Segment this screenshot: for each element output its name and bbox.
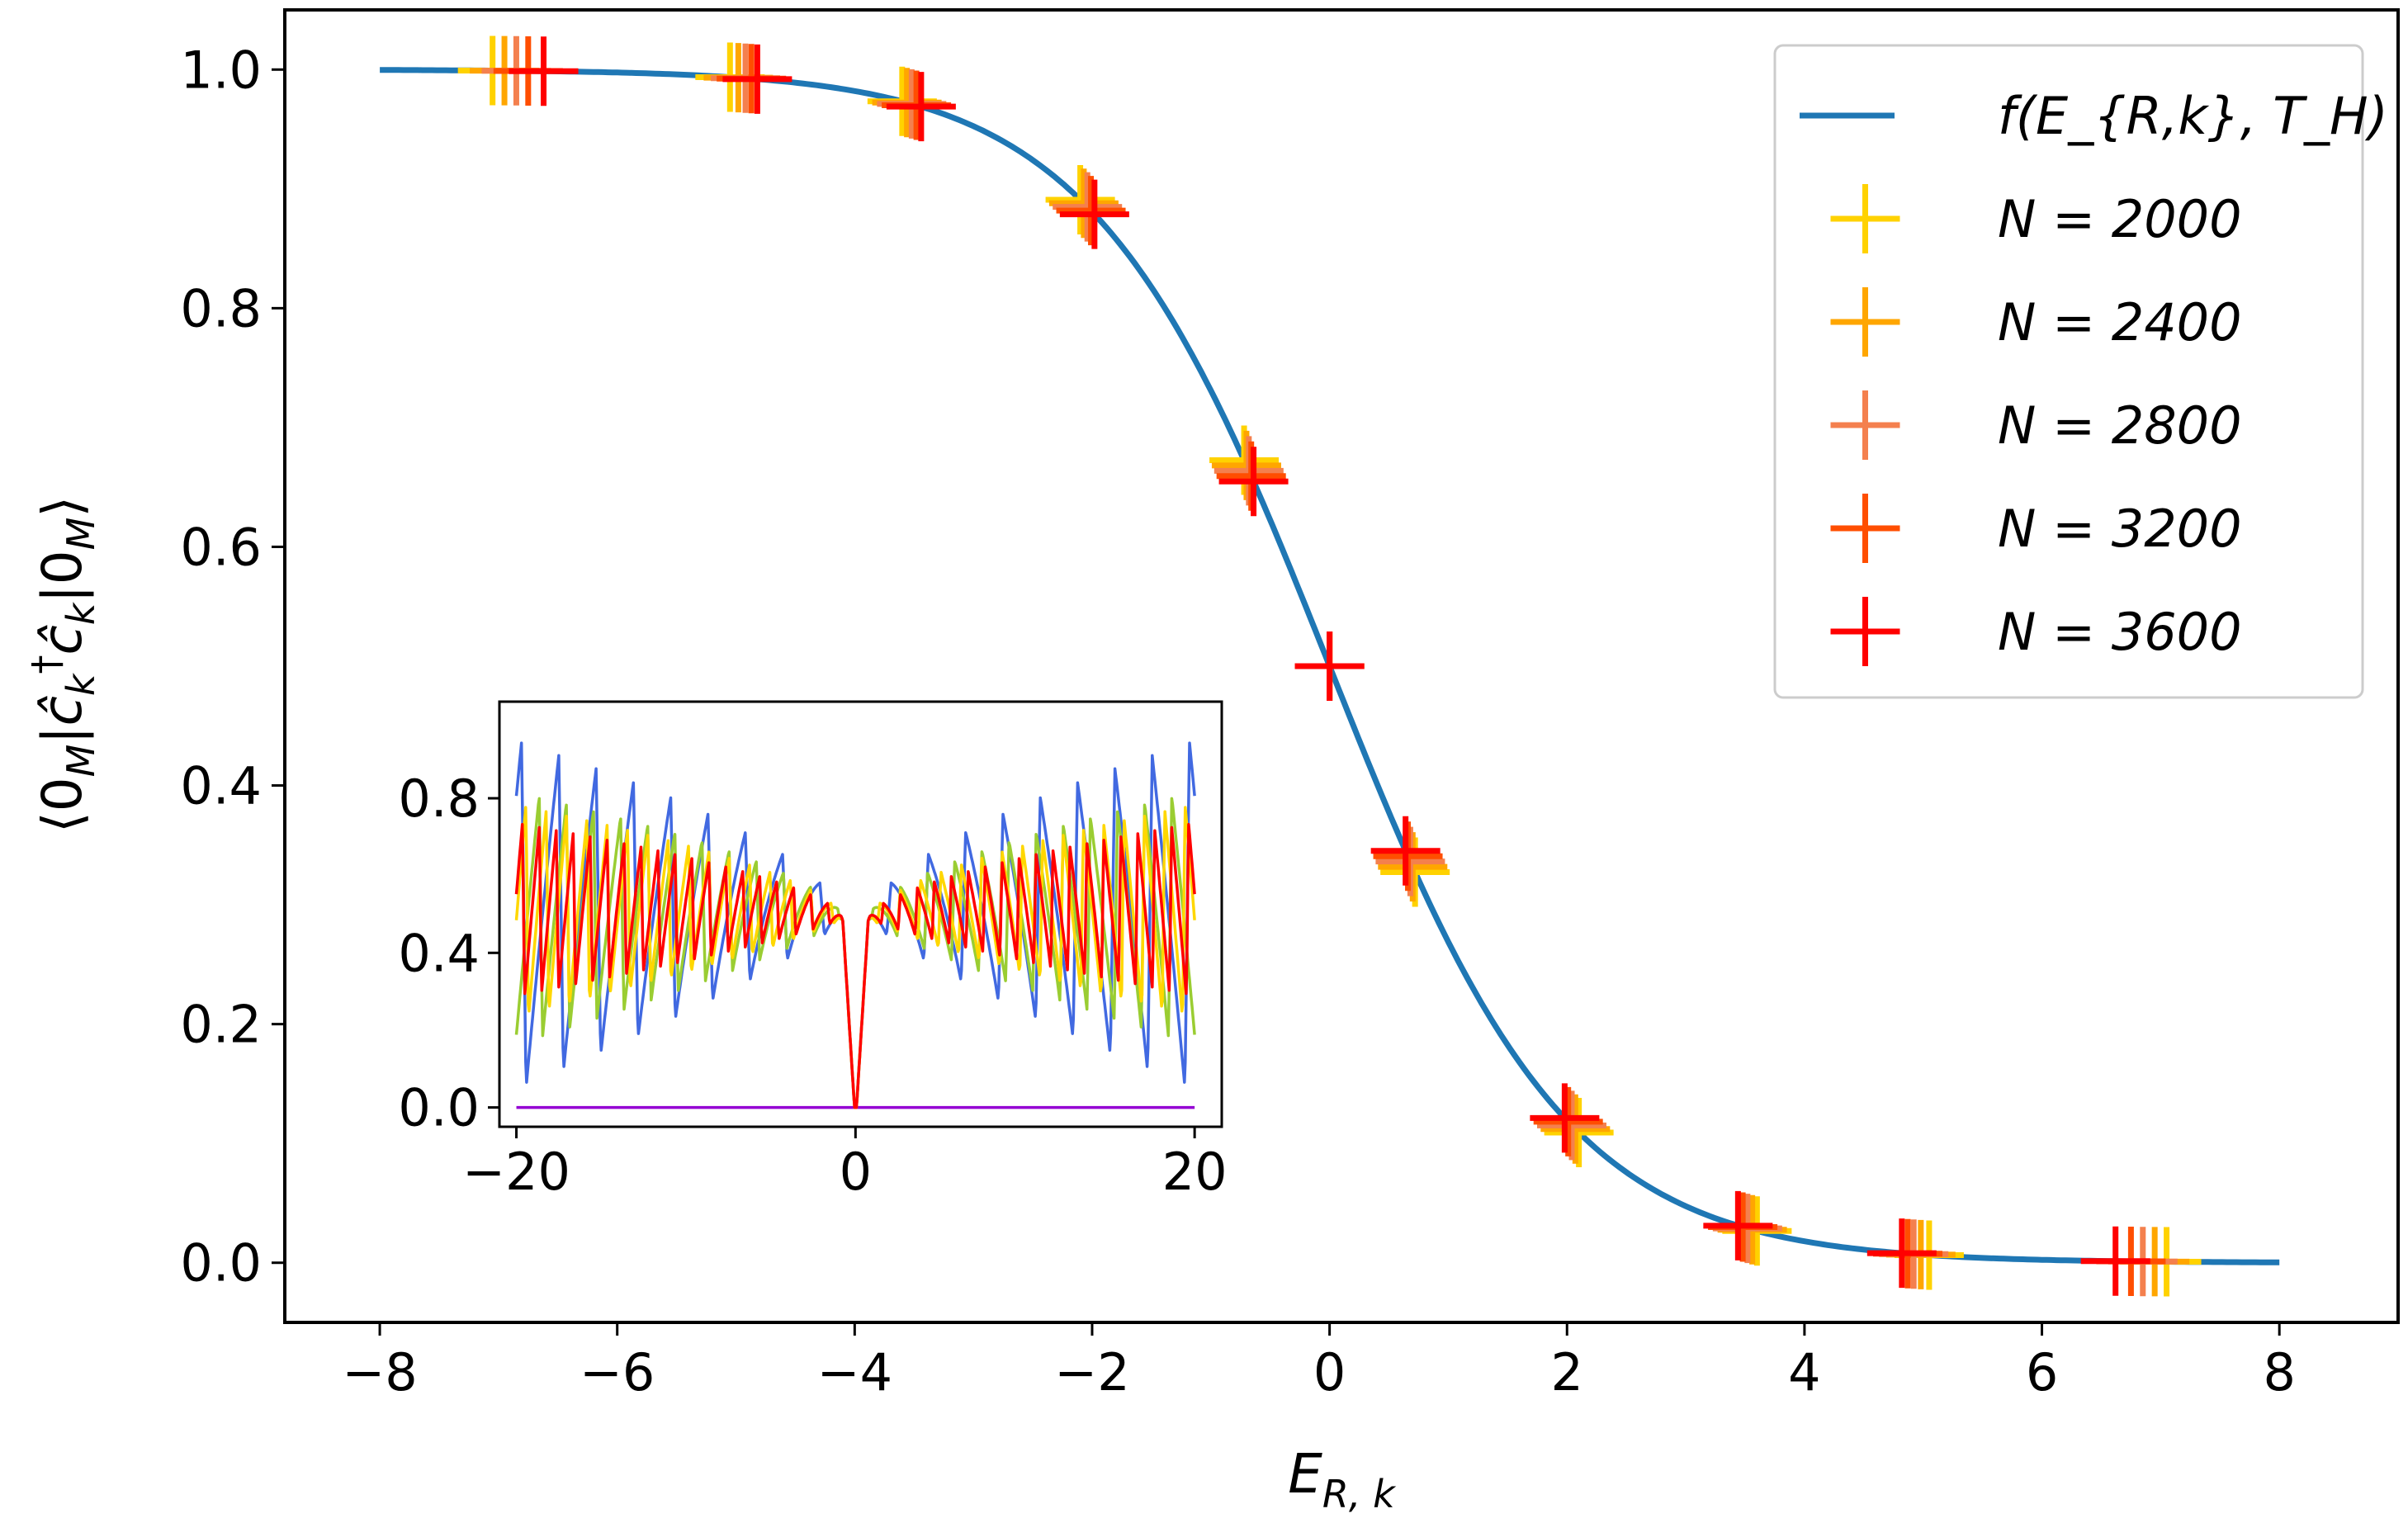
plus-marker	[1533, 1086, 1603, 1156]
legend-plus-swatch	[1830, 287, 1900, 357]
y-tick-label: 0.4	[180, 756, 262, 816]
plus-marker	[509, 36, 579, 106]
inset-axes-frame	[498, 700, 1223, 1128]
legend-label: N = 2000	[1998, 189, 2242, 249]
main-axes-frame	[283, 8, 2400, 1324]
plus-marker	[1544, 1098, 1614, 1168]
y-tick-label: 0.0	[180, 1233, 262, 1294]
y-tick-label: 1.0	[180, 40, 262, 100]
inset-plot-area	[514, 741, 1196, 1109]
plus-marker	[1537, 1090, 1607, 1161]
plus-marker	[1045, 164, 1115, 234]
plus-marker	[1053, 172, 1123, 242]
legend-label: N = 2800	[1998, 395, 2242, 456]
legend-frame	[1773, 44, 2364, 699]
plus-marker	[1218, 447, 1289, 517]
y-tick-label: 0.2	[180, 995, 262, 1055]
x-tick-label: −2	[1054, 1342, 1129, 1402]
plus-marker	[1530, 1083, 1600, 1153]
y-tick-label: 0.8	[180, 278, 262, 338]
legend-label: N = 2400	[1998, 292, 2242, 352]
plus-marker	[1048, 168, 1119, 239]
plus-marker	[1540, 1094, 1611, 1164]
inset-y-tick-label: 0.4	[398, 923, 480, 983]
legend-plus-swatch	[1830, 597, 1900, 666]
x-tick-label: 4	[1788, 1342, 1820, 1402]
plus-marker	[886, 72, 956, 142]
plus-marker	[2080, 1226, 2150, 1296]
series-markers	[509, 36, 2150, 1296]
y-tick-label: 0.6	[180, 517, 262, 577]
legend-plus-swatch	[1830, 390, 1900, 460]
inset-x-tick-label: −20	[462, 1142, 570, 1202]
plus-marker	[1703, 1190, 1773, 1260]
x-tick-label: 8	[2263, 1342, 2295, 1402]
legend-label: N = 3600	[1998, 602, 2242, 662]
x-tick-label: 0	[1313, 1342, 1346, 1402]
legend-label: f(E_{R,k}, T_H)	[1998, 86, 2388, 146]
inset-series-line	[514, 823, 1196, 1109]
x-tick-label: 6	[2026, 1342, 2058, 1402]
x-tick-label: −8	[342, 1342, 417, 1402]
plus-marker	[1370, 816, 1441, 886]
plus-marker	[722, 44, 792, 114]
plus-marker	[1056, 176, 1126, 246]
x-tick-label: 2	[1551, 1342, 1583, 1402]
x-tick-label: −4	[817, 1342, 892, 1402]
inset-axis-ticks: −20 0 20 0.0 0.4 0.8	[398, 769, 1227, 1202]
plus-marker	[1866, 1218, 1937, 1289]
inset-x-tick-label: 20	[1162, 1142, 1228, 1202]
legend: f(E_{R,k}, T_H) N = 2000 N = 2400 N = 2800 N…	[1773, 44, 2388, 699]
plus-marker	[1294, 631, 1365, 701]
inset-x-tick-label: 0	[840, 1142, 872, 1202]
main-plot-area	[380, 35, 2280, 1297]
x-axis-label: ER, k	[1288, 1442, 1397, 1516]
main-axis-ticks: −8 −6 −4 −2 0 2 4 6 80.00.20.40.60.81.0	[180, 40, 2296, 1402]
inset-y-tick-label: 0.8	[398, 769, 480, 829]
plus-marker	[1059, 179, 1129, 249]
legend-plus-swatch	[1830, 494, 1900, 563]
inset-y-tick-label: 0.0	[398, 1078, 480, 1138]
legend-label: N = 3200	[1998, 499, 2242, 559]
legend-plus-swatch	[1830, 184, 1900, 253]
x-tick-label: −6	[580, 1342, 655, 1402]
